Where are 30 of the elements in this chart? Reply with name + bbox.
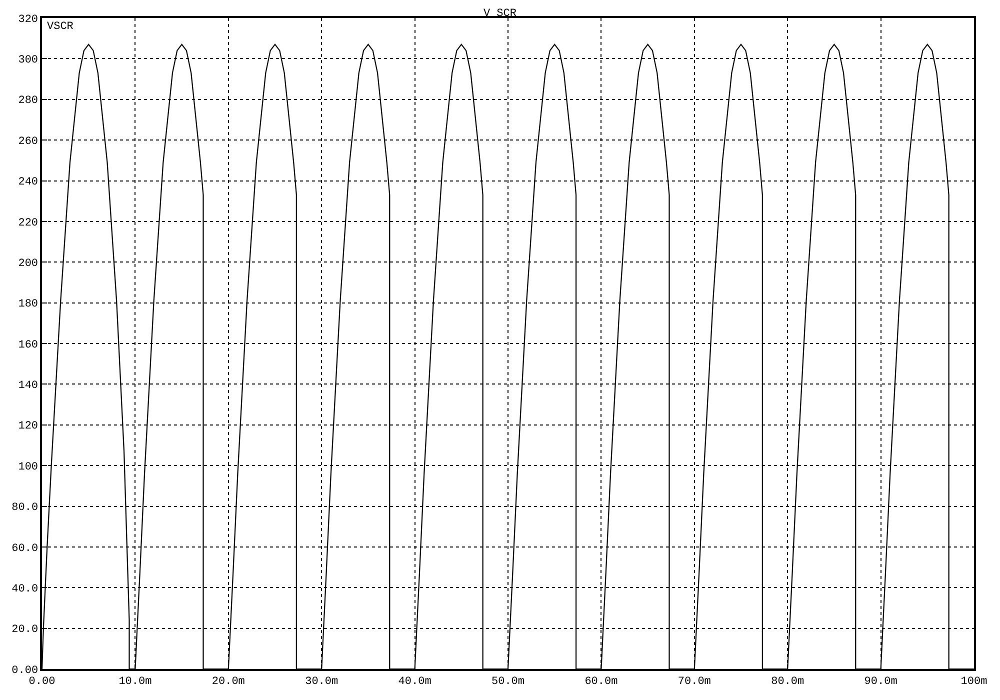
y-tick-label: 300	[18, 54, 38, 67]
y-tick-label: 260	[18, 136, 38, 148]
y-tick-label: 240	[18, 176, 38, 189]
y-tick-label: 100	[18, 461, 38, 474]
x-tick-label: 80.0m	[771, 676, 804, 688]
x-tick-label: 100m	[960, 676, 988, 688]
x-tick-label: 20.0m	[212, 676, 246, 688]
x-tick-label: 30.0m	[305, 676, 338, 688]
x-tick-label: 10.0m	[118, 676, 152, 688]
y-tick-label: 80.0	[12, 502, 38, 514]
x-tick-label: 50.0m	[491, 676, 525, 688]
y-tick-label: 40.0	[12, 583, 38, 596]
y-tick-label: 60.0	[12, 542, 38, 555]
y-tick-label: 200	[18, 258, 38, 270]
y-tick-label: 320	[18, 14, 38, 26]
y-tick-label: 0.00	[12, 664, 38, 677]
y-tick-label: 120	[18, 420, 38, 433]
y-tick-label: 280	[18, 95, 38, 108]
x-tick-label: 40.0m	[398, 676, 432, 688]
y-tick-label: 180	[18, 298, 38, 311]
series-label: VSCR	[47, 21, 74, 33]
y-tick-label: 140	[18, 380, 38, 392]
x-tick-label: 60.0m	[584, 676, 618, 688]
chart-title: V SCR	[483, 8, 517, 20]
x-tick-label: 0.00	[28, 676, 56, 688]
y-tick-label: 220	[18, 217, 38, 230]
y-tick-label: 20.0	[12, 624, 38, 636]
x-tick-label: 70.0m	[678, 676, 712, 688]
x-tick-label: 90.0m	[864, 676, 898, 688]
y-tick-label: 160	[18, 339, 38, 352]
